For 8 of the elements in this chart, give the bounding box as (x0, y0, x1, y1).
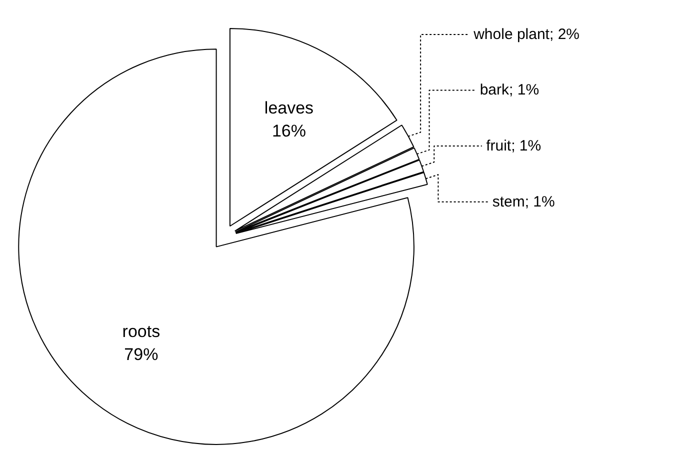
slice-label: leaves (264, 98, 314, 118)
slice-label: fruit; 1% (486, 138, 542, 155)
data-label: 16% (272, 121, 306, 140)
slice-label: bark; 1% (480, 82, 540, 99)
slice-label: stem; 1% (492, 193, 555, 210)
slice-label: whole plant; 2% (472, 26, 580, 43)
slice-label: roots (122, 322, 160, 342)
data-label: 79% (124, 344, 158, 364)
